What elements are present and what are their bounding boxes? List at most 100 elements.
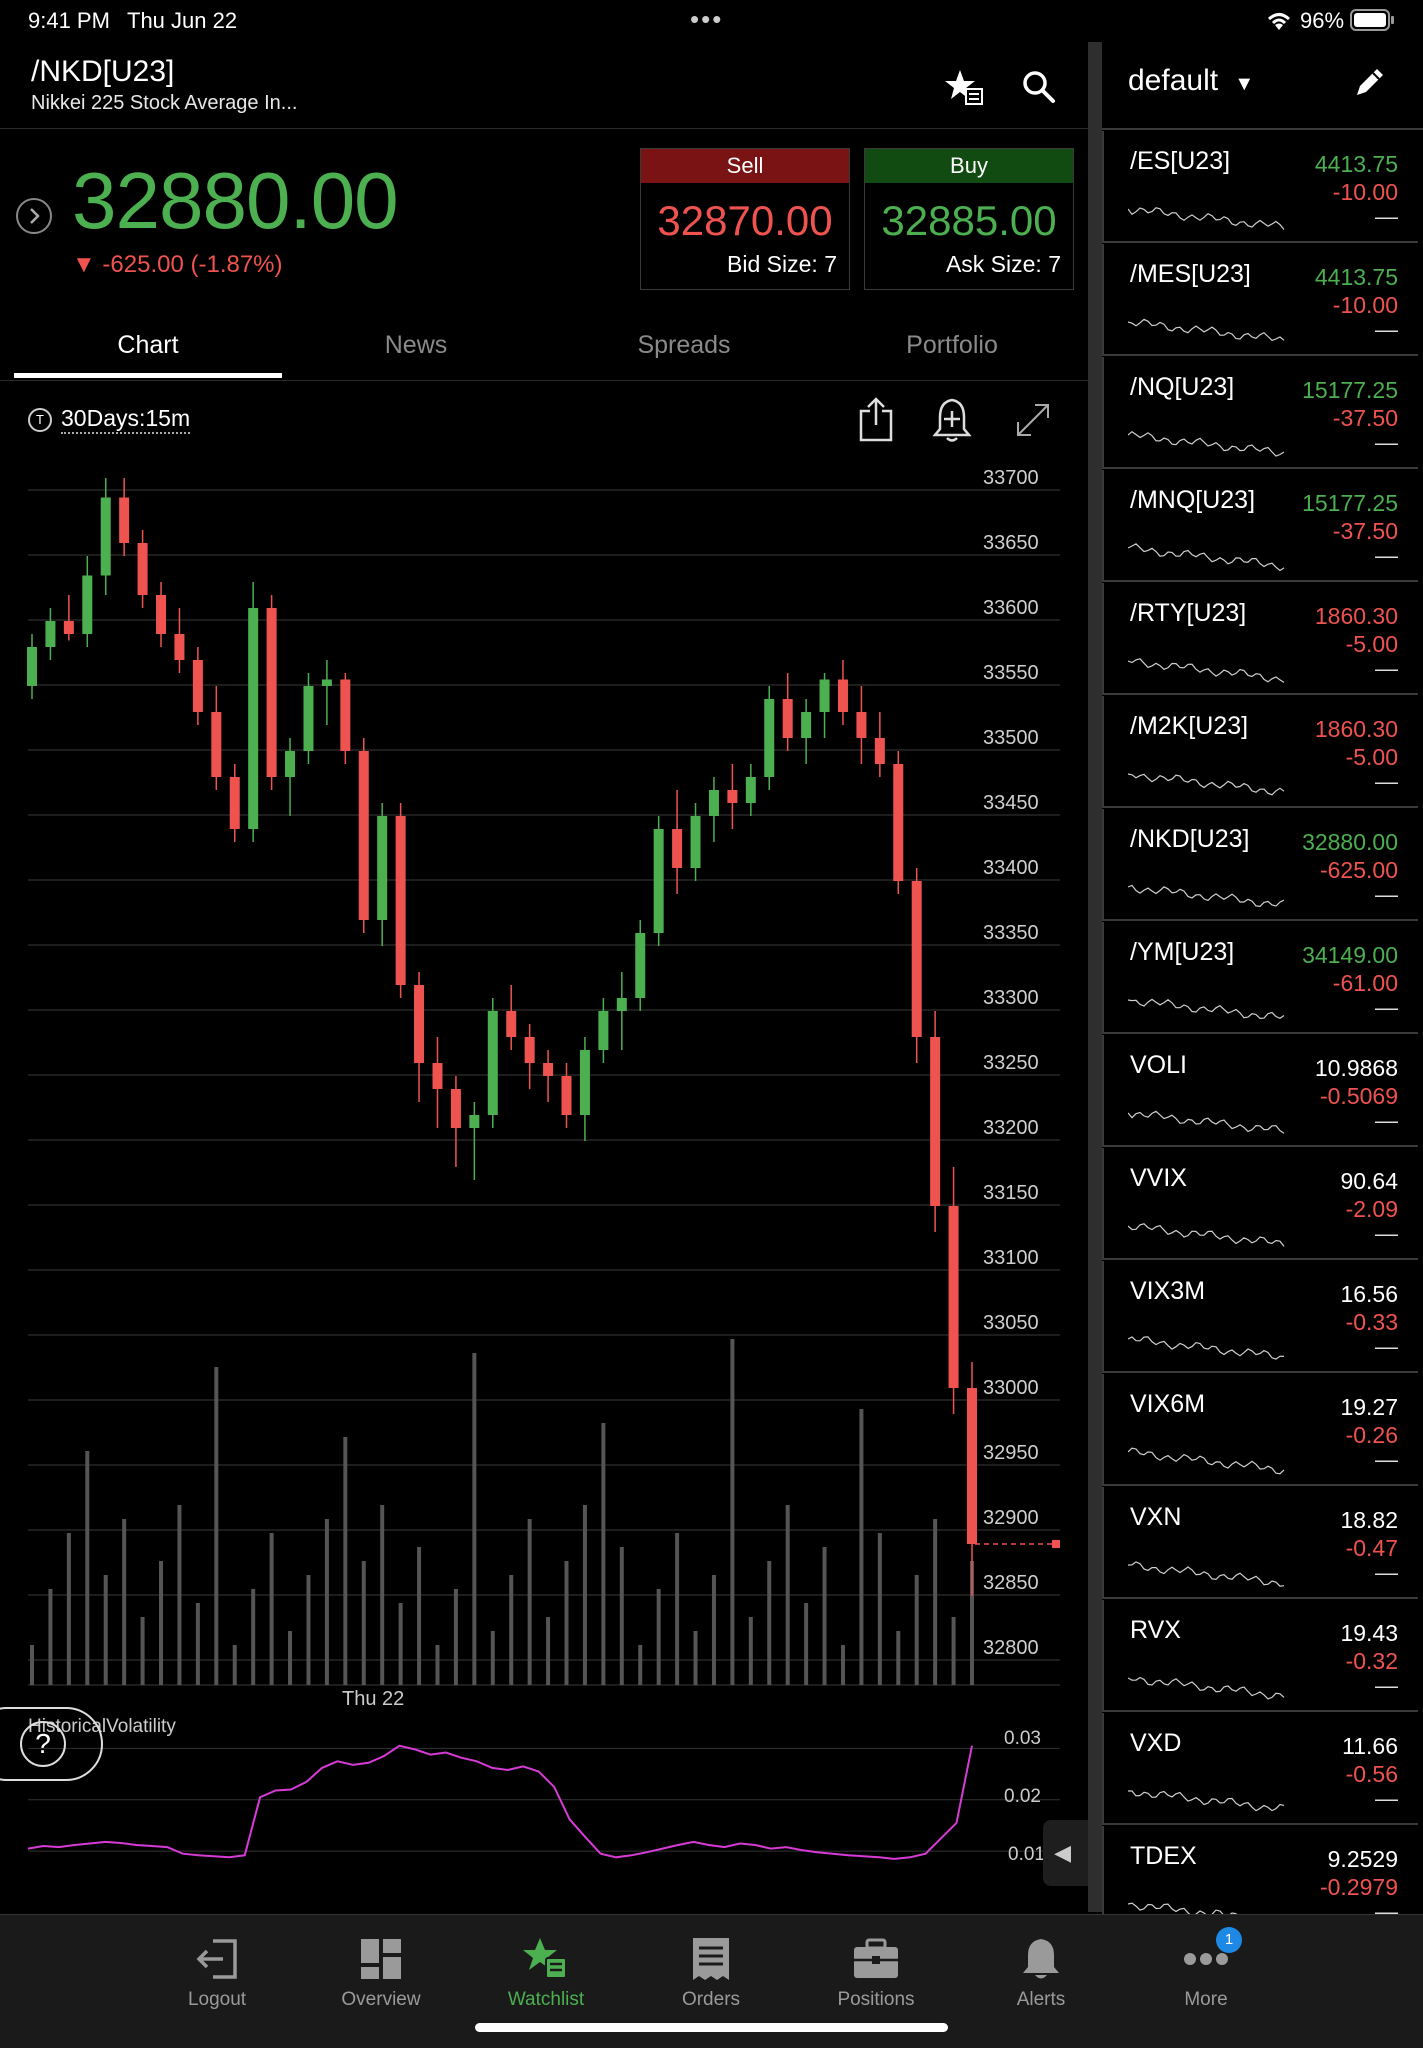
watchlist-price: 4413.75 — [1314, 264, 1398, 290]
watchlist-row[interactable]: VIX3M 16.56 -0.33— — [1102, 1261, 1418, 1373]
watchlist-price: 32880.00 — [1302, 829, 1398, 855]
watchlist-symbol: VIX3M — [1130, 1277, 1206, 1305]
volume-bar — [177, 1505, 182, 1685]
watchlist-title-text: default — [1128, 64, 1219, 97]
sparkline — [1128, 1110, 1285, 1134]
watchlist-row[interactable]: /MNQ[U23] 15177.25 -37.50— — [1102, 470, 1418, 582]
sparkline — [1128, 1561, 1285, 1587]
price-tick-label: 32950 — [983, 1442, 1039, 1464]
nav-watchlist[interactable]: Watchlist — [476, 1935, 616, 2011]
watchlist-row[interactable]: /M2K[U23] 1860.30 -5.00— — [1102, 696, 1418, 808]
watchlist-title[interactable]: default ▼ — [1128, 64, 1254, 98]
volume-bar — [103, 1575, 108, 1685]
watchlist-price: 16.56 — [1340, 1281, 1398, 1307]
price-tick-label: 33250 — [983, 1052, 1039, 1074]
multitask-dots-icon[interactable]: ••• — [690, 4, 724, 34]
search-icon[interactable] — [1014, 62, 1064, 112]
watchlist-price: 1860.30 — [1314, 716, 1398, 742]
watchlist-symbol: /MNQ[U23] — [1130, 486, 1256, 514]
watchlist-change: -0.47 — [1345, 1535, 1398, 1561]
share-icon[interactable] — [851, 395, 901, 445]
watchlist-price: 10.9868 — [1314, 1055, 1398, 1081]
header-divider — [0, 128, 1088, 129]
watchlist-price: 19.43 — [1340, 1620, 1398, 1646]
watchlist-row[interactable]: VXN 18.82 -0.47— — [1102, 1487, 1418, 1599]
watchlist-dash: — — [1375, 768, 1398, 794]
watchlist-row[interactable]: RVX 19.43 -0.32— — [1102, 1600, 1418, 1712]
volume-bar — [601, 1423, 606, 1685]
edit-watchlist-icon[interactable] — [1352, 64, 1388, 105]
watchlist-row[interactable]: /RTY[U23] 1860.30 -5.00— — [1102, 583, 1418, 695]
buy-box[interactable]: Buy 32885.00 Ask Size: 7 — [864, 148, 1074, 290]
candle-body — [100, 497, 111, 576]
candlestick-series — [27, 478, 1060, 1596]
add-alert-icon[interactable] — [927, 395, 977, 445]
volume-bar — [527, 1519, 532, 1685]
volume-bar — [509, 1575, 514, 1685]
watchlist-dash: — — [1375, 1333, 1398, 1359]
fullscreen-icon[interactable] — [1008, 395, 1058, 445]
volume-bar — [30, 1645, 34, 1685]
price-tick-label: 33600 — [983, 597, 1039, 619]
nav-alerts[interactable]: Alerts — [971, 1935, 1111, 2011]
watchlist-symbol: VOLI — [1130, 1051, 1187, 1079]
nav-logout-label: Logout — [187, 1989, 247, 2010]
volume-bar — [232, 1645, 237, 1685]
volume-bar — [380, 1505, 385, 1685]
volume-bar — [472, 1353, 477, 1685]
nav-overview[interactable]: Overview — [311, 1935, 451, 2011]
candle-body — [174, 634, 185, 660]
tab-news[interactable]: News — [384, 331, 448, 359]
tab-spreads[interactable]: Spreads — [637, 331, 731, 359]
volume-bar — [822, 1547, 827, 1685]
nav-orders[interactable]: Orders — [641, 1935, 781, 2011]
indicator-tick: 0.02 — [1004, 1786, 1041, 1807]
home-indicator[interactable] — [475, 2023, 948, 2032]
candle-body — [395, 816, 406, 985]
sell-box[interactable]: Sell 32870.00 Bid Size: 7 — [640, 148, 850, 290]
candle-body — [708, 790, 719, 816]
candle-body — [432, 1063, 443, 1089]
logout-icon — [196, 1939, 237, 1979]
watchlist-row[interactable]: /YM[U23] 34149.00 -61.00— — [1102, 922, 1418, 1034]
nav-orders-label: Orders — [681, 1989, 741, 2010]
volume-bar — [140, 1617, 145, 1685]
watchlist-row[interactable]: VVIX 90.64 -2.09— — [1102, 1148, 1418, 1260]
time-range-icon[interactable]: T — [28, 408, 52, 432]
watchlist-row[interactable]: VXD 11.66 -0.56— — [1102, 1713, 1418, 1825]
expand-quote-button[interactable] — [16, 198, 52, 234]
watchlist-row[interactable]: VOLI 10.9868 -0.5069— — [1102, 1035, 1418, 1147]
watchlist-row[interactable]: /NKD[U23] 32880.00 -625.00— — [1102, 809, 1418, 921]
tab-portfolio[interactable]: Portfolio — [906, 331, 998, 359]
watchlist-icon — [523, 1938, 567, 1979]
watchlist-row[interactable]: /NQ[U23] 15177.25 -37.50— — [1102, 357, 1418, 469]
watchlist-symbol: /MES[U23] — [1130, 260, 1251, 288]
tab-chart[interactable]: Chart — [117, 331, 179, 359]
help-button[interactable]: ? — [0, 1707, 103, 1781]
watchlist-price: 11.66 — [1342, 1733, 1398, 1759]
buy-label: Buy — [865, 149, 1073, 183]
watchlist-change: -10.00 — [1332, 179, 1398, 205]
nav-positions[interactable]: Positions — [806, 1935, 946, 2011]
watchlist-row[interactable]: VIX6M 19.27 -0.26— — [1102, 1374, 1418, 1486]
price-chart[interactable]: 33700 33650 33600 33550 33500 33450 33400 33350… — [0, 470, 1088, 1910]
star-list-icon[interactable] — [939, 62, 989, 112]
time-range-selector[interactable]: 30Days:15m — [61, 405, 191, 434]
candle-body — [303, 686, 314, 751]
nav-more[interactable]: 1 More — [1136, 1927, 1276, 2011]
price-tick-label: 33450 — [983, 792, 1039, 814]
volume-bar — [877, 1533, 882, 1685]
watchlist-price: 15177.25 — [1302, 490, 1398, 516]
scroll-left-icon[interactable]: ◀ — [1054, 1840, 1071, 1865]
price-tick-label: 33100 — [983, 1247, 1039, 1269]
tabs-divider — [0, 380, 1088, 381]
nav-logout[interactable]: Logout — [147, 1935, 287, 2011]
status-date: Thu Jun 22 — [127, 8, 238, 33]
watchlist-row[interactable]: /ES[U23] 4413.75 -10.00— — [1102, 131, 1418, 243]
watchlist-row[interactable]: /MES[U23] 4413.75 -10.00— — [1102, 244, 1418, 356]
price-tick-label: 33400 — [983, 857, 1039, 879]
wifi-icon — [1267, 13, 1291, 30]
candle-body — [340, 679, 351, 751]
candle-body — [561, 1076, 572, 1115]
panel-scroll-strip[interactable] — [1088, 42, 1102, 1912]
